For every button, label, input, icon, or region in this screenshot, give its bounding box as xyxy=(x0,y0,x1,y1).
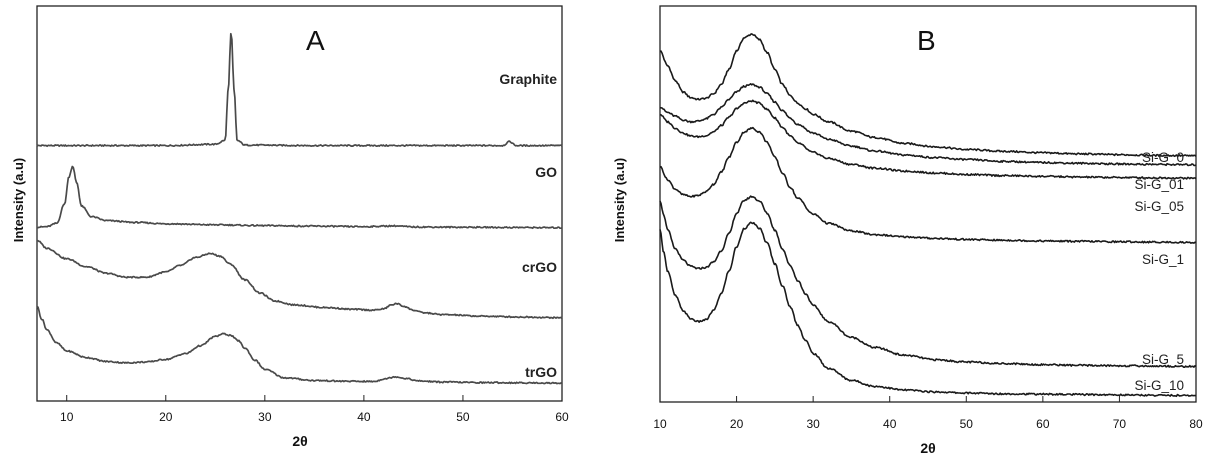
series-line-si-g-01 xyxy=(659,83,1197,167)
series-label-si-g-01: Si-G_01 xyxy=(1134,177,1184,192)
panel-a-curves xyxy=(36,32,563,385)
panel-b-series-labels: Si-G_0 Si-G_01 Si-G_05 Si-G_1 Si-G_5 Si-G_10 xyxy=(1134,150,1184,393)
x-tick-label: 10 xyxy=(60,410,74,424)
series-label-go: GO xyxy=(535,164,557,180)
panel-a-plot-frame xyxy=(36,5,563,402)
x-tick-label: 60 xyxy=(1036,417,1050,431)
series-line-go xyxy=(36,165,563,230)
series-line-si-g-0 xyxy=(659,33,1197,158)
panel-b-plot-frame xyxy=(659,5,1197,403)
x-tick-label: 50 xyxy=(960,417,974,431)
x-tick-label: 10 xyxy=(653,417,667,431)
panel-a-letter: A xyxy=(306,25,325,56)
x-tick-label: 80 xyxy=(1189,417,1203,431)
panel-b-x-ticks: 10 20 30 40 50 60 70 80 xyxy=(653,396,1203,431)
panel-a-x-ticks: 10 20 30 40 50 60 xyxy=(60,395,569,424)
series-label-crgo: crGO xyxy=(522,259,557,275)
panel-b-x-axis-label: 2θ xyxy=(920,440,935,456)
series-line-si-g-05 xyxy=(659,99,1197,180)
panel-b-letter: B xyxy=(917,25,936,56)
series-line-si-g-1 xyxy=(659,126,1197,244)
x-tick-label: 30 xyxy=(806,417,820,431)
series-label-si-g-0: Si-G_0 xyxy=(1142,150,1184,165)
panel-a-y-axis-label: Intensity (a.u) xyxy=(11,158,26,243)
panel-b-curves xyxy=(659,33,1197,398)
panel-b-y-axis-label: Intensity (a.u) xyxy=(612,158,627,243)
x-tick-label: 20 xyxy=(159,410,173,424)
x-tick-label: 40 xyxy=(883,417,897,431)
series-label-si-g-10: Si-G_10 xyxy=(1134,378,1184,393)
x-tick-label: 70 xyxy=(1113,417,1127,431)
x-tick-label: 40 xyxy=(357,410,371,424)
series-label-graphite: Graphite xyxy=(499,71,557,87)
series-line-trgo xyxy=(36,305,563,385)
series-label-si-g-05: Si-G_05 xyxy=(1134,199,1184,214)
series-line-si-g-5 xyxy=(659,195,1197,368)
x-tick-label: 60 xyxy=(555,410,569,424)
panel-a-x-axis-label: 2θ xyxy=(292,433,307,449)
series-label-si-g-1: Si-G_1 xyxy=(1142,252,1184,267)
series-line-graphite xyxy=(36,32,563,148)
panel-a-chart: A 2θ Intensity (a.u) 10 20 30 40 50 60 Graphi… xyxy=(11,5,569,449)
series-label-trgo: trGO xyxy=(525,364,557,380)
panel-a-series-labels: Graphite GO crGO trGO xyxy=(499,71,557,380)
series-line-si-g-10 xyxy=(659,221,1197,398)
x-tick-label: 30 xyxy=(258,410,272,424)
series-line-crgo xyxy=(37,239,563,320)
x-tick-label: 20 xyxy=(730,417,744,431)
panel-b-chart: B 2θ Intensity (a.u) 10 20 30 40 50 60 70 80 Si… xyxy=(612,5,1203,456)
x-tick-label: 50 xyxy=(456,410,470,424)
series-label-si-g-5: Si-G_5 xyxy=(1142,352,1184,367)
